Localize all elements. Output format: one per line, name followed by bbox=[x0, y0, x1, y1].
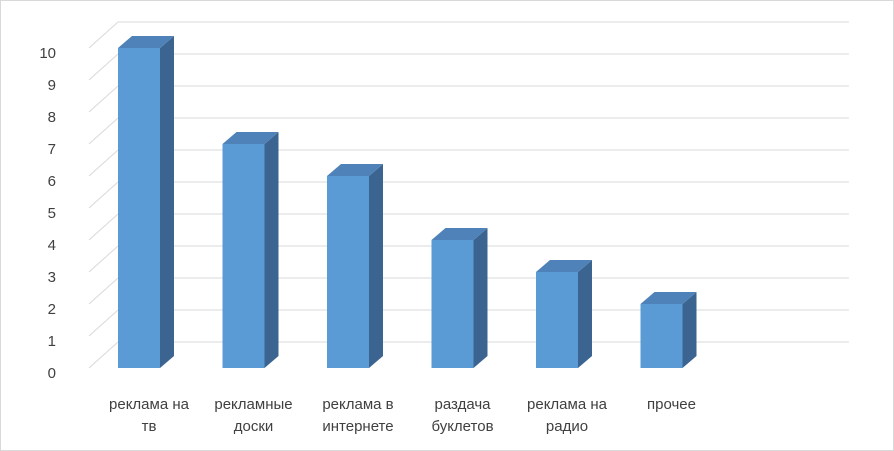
x-tick-label: реклама на тв bbox=[109, 396, 190, 435]
x-tick-label-line: реклама на bbox=[109, 396, 190, 413]
bar-side bbox=[369, 164, 383, 368]
bar bbox=[327, 164, 383, 368]
y-tick-label: 2 bbox=[48, 301, 56, 318]
bar-front bbox=[536, 272, 578, 368]
gridline-diagonal bbox=[88, 181, 119, 209]
x-tick-label-line: реклама на bbox=[527, 396, 608, 413]
bars bbox=[118, 36, 697, 368]
bar-side bbox=[473, 228, 488, 368]
gridline-diagonal bbox=[88, 149, 119, 177]
bar-side bbox=[264, 132, 279, 368]
bar-top bbox=[640, 292, 697, 304]
x-tick-label: реклама в интернете bbox=[322, 396, 393, 435]
bar-front bbox=[431, 240, 474, 368]
y-tick-label: 9 bbox=[48, 77, 56, 94]
y-tick-label: 6 bbox=[48, 173, 56, 190]
gridline-diagonal bbox=[88, 53, 119, 81]
x-tick-label-line: радио bbox=[546, 418, 588, 435]
gridline-diagonal bbox=[88, 21, 119, 49]
gridline-diagonal bbox=[88, 245, 119, 273]
y-tick-label: 8 bbox=[48, 109, 56, 126]
x-tick-label-line: интернете bbox=[322, 418, 393, 435]
bar bbox=[536, 260, 592, 368]
bar-top bbox=[118, 36, 174, 48]
bar-top bbox=[327, 164, 383, 176]
x-axis-labels: реклама на тв рекламные доски реклама в интер… bbox=[109, 396, 696, 435]
bar bbox=[640, 292, 697, 368]
x-tick-label-line: тв bbox=[142, 418, 157, 435]
x-tick-label-line: доски bbox=[234, 418, 274, 435]
gridline-diagonal bbox=[88, 309, 119, 337]
y-tick-label: 10 bbox=[39, 45, 56, 62]
y-tick-label: 3 bbox=[48, 269, 56, 286]
y-axis-ticks: 0 1 2 3 4 5 6 7 8 9 10 bbox=[39, 45, 56, 382]
x-tick-label: раздача буклетов bbox=[431, 396, 493, 435]
bar-front bbox=[640, 304, 683, 368]
y-tick-label: 5 bbox=[48, 205, 56, 222]
y-tick-label: 7 bbox=[48, 141, 56, 158]
x-tick-label: рекламные доски bbox=[214, 396, 292, 435]
bar-top bbox=[222, 132, 279, 144]
y-tick-label: 1 bbox=[48, 333, 56, 350]
gridline-diagonal bbox=[88, 85, 119, 113]
bar bbox=[118, 36, 174, 368]
x-tick-label-line: прочее bbox=[647, 396, 696, 413]
x-tick-label-line: буклетов bbox=[431, 418, 493, 435]
x-tick-label-line: реклама в bbox=[322, 396, 393, 413]
gridline-diagonal bbox=[88, 277, 119, 305]
bar-side bbox=[682, 292, 697, 368]
x-tick-label: реклама на радио bbox=[527, 396, 608, 435]
y-tick-label: 4 bbox=[48, 237, 56, 254]
bar-front bbox=[327, 176, 369, 368]
bar-top bbox=[431, 228, 488, 240]
gridline-diagonal bbox=[88, 341, 119, 369]
bar-side bbox=[578, 260, 592, 368]
x-tick-label-line: раздача bbox=[435, 396, 492, 413]
bar-side bbox=[160, 36, 174, 368]
x-tick-label-line: рекламные bbox=[214, 396, 292, 413]
gridline-diagonal bbox=[88, 117, 119, 145]
y-tick-label: 0 bbox=[48, 365, 56, 382]
bar bbox=[222, 132, 279, 368]
bar-front bbox=[118, 48, 160, 368]
x-tick-label: прочее bbox=[647, 396, 696, 413]
bar bbox=[431, 228, 488, 368]
bar-front bbox=[222, 144, 265, 368]
bar-top bbox=[536, 260, 592, 272]
gridline-diagonal bbox=[88, 213, 119, 241]
